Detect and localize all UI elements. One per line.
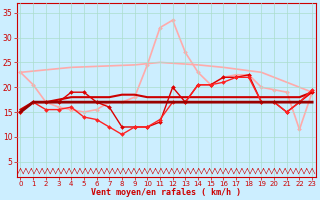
X-axis label: Vent moyen/en rafales ( km/h ): Vent moyen/en rafales ( km/h ) — [91, 188, 241, 197]
